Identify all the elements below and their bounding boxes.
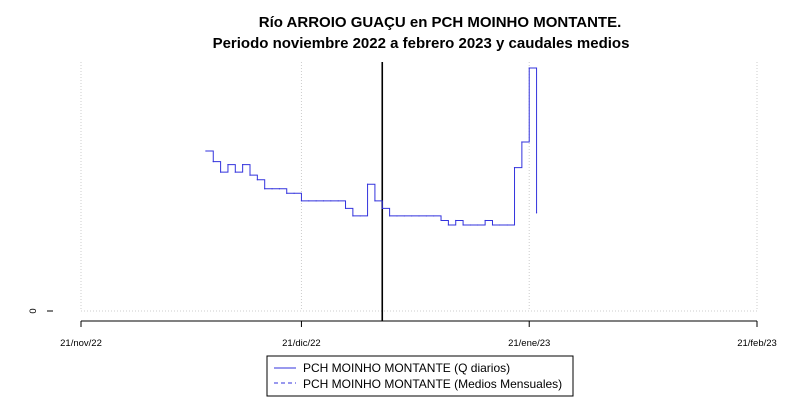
data-point (278, 188, 280, 190)
x-tick-label: 21/nov/22 (60, 338, 102, 349)
data-point (315, 200, 317, 202)
data-point (264, 188, 266, 190)
y-axis: 0 (28, 308, 53, 314)
legend-label-monthly: PCH MOINHO MONTANTE (Medios Mensuales) (303, 377, 562, 391)
data-point (322, 200, 325, 202)
data-point (359, 215, 361, 217)
data-point (513, 167, 516, 169)
data-point (528, 67, 530, 69)
data-point (337, 200, 339, 202)
data-point (506, 224, 508, 226)
data-point (418, 215, 420, 217)
series-group (205, 67, 538, 226)
data-point (484, 219, 486, 222)
data-point (411, 215, 413, 217)
data-point (352, 215, 354, 217)
grid-lines (80, 62, 758, 312)
data-point (381, 207, 383, 209)
data-point (447, 224, 449, 226)
data-point (256, 179, 258, 181)
legend-label-daily: PCH MOINHO MONTANTE (Q diarios) (303, 361, 510, 375)
chart-subtitle: Periodo noviembre 2022 a febrero 2023 y … (213, 35, 630, 52)
x-axis: 21/nov/22 21/dic/22 21/ene/23 21/feb/23 (60, 320, 777, 349)
data-point (396, 215, 398, 217)
data-point (293, 192, 295, 194)
data-point (521, 141, 523, 143)
data-point (374, 200, 376, 202)
data-point (433, 215, 435, 217)
data-point (469, 224, 472, 226)
legend: PCH MOINHO MONTANTE (Q diarios) PCH MOIN… (266, 355, 574, 397)
data-point (535, 212, 538, 214)
data-point (308, 200, 310, 202)
data-point (249, 174, 251, 176)
data-point (205, 150, 207, 152)
data-point (220, 171, 222, 173)
y-tick-label: 0 (28, 308, 39, 313)
x-tick-label: 21/dic/22 (282, 338, 321, 349)
data-point (234, 171, 236, 173)
data-point (455, 219, 457, 222)
data-point (477, 224, 479, 226)
data-point (403, 215, 405, 217)
data-point (462, 224, 464, 226)
data-point (286, 192, 288, 194)
chart-title: Río ARROIO GUAÇU en PCH MOINHO MONTANTE. (259, 14, 622, 31)
data-point (212, 161, 214, 163)
data-point (271, 188, 273, 190)
data-point (330, 200, 332, 202)
data-point (227, 164, 229, 166)
data-point (491, 224, 494, 226)
legend-box (266, 355, 574, 397)
x-tick-label: 21/feb/23 (737, 338, 777, 349)
data-point (242, 164, 244, 166)
data-point (425, 215, 427, 217)
series-line-0 (205, 67, 538, 226)
data-point (344, 207, 347, 209)
data-point (499, 224, 501, 226)
data-point (366, 183, 369, 185)
data-point (389, 215, 391, 217)
data-point (440, 219, 442, 222)
x-tick-label: 21/ene/23 (508, 338, 550, 349)
data-point (300, 200, 303, 202)
